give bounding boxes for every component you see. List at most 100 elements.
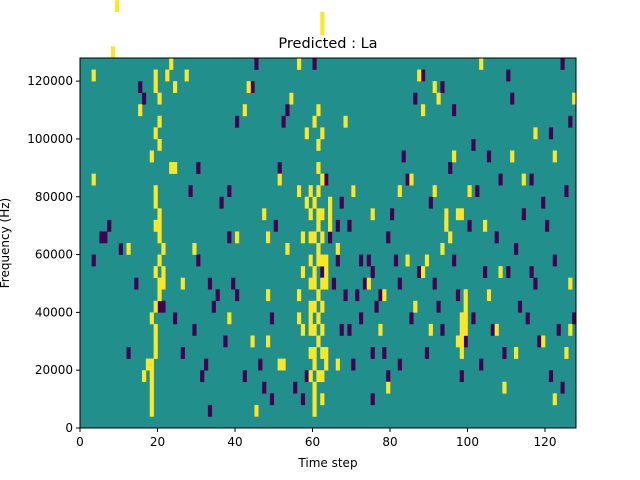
heatmap-cell-low xyxy=(436,300,441,313)
y-axis-label: Frequency (Hz) xyxy=(0,198,12,289)
heatmap-cell-high xyxy=(405,254,410,267)
heatmap-cell-low xyxy=(564,185,569,198)
heatmap-cell-high xyxy=(386,381,391,394)
heatmap-cell-high xyxy=(397,185,402,198)
heatmap-cell-high xyxy=(455,335,461,348)
heatmap-cell-high xyxy=(335,358,340,371)
heatmap-cell-high xyxy=(452,150,457,163)
heatmap-cell-high xyxy=(242,104,247,117)
heatmap-cell-high xyxy=(343,115,348,128)
plot-area xyxy=(79,0,577,429)
heatmap-cell-low xyxy=(393,254,399,267)
heatmap-cell-high xyxy=(486,289,492,302)
heatmap-cell-high xyxy=(316,312,321,325)
heatmap-cell-low xyxy=(277,162,282,174)
heatmap-cell-high xyxy=(455,208,461,221)
heatmap-cell-low xyxy=(335,254,340,267)
heatmap-cell-high xyxy=(312,266,317,278)
heatmap-cell-high xyxy=(448,231,453,244)
heatmap-cell-low xyxy=(533,277,538,290)
heatmap-cell-low xyxy=(320,266,325,278)
heatmap-cell-low xyxy=(409,312,414,325)
heatmap-cell-low xyxy=(328,231,333,244)
heatmap-cell-high xyxy=(479,58,484,70)
heatmap-cell-high xyxy=(153,300,158,313)
heatmap-cell-high xyxy=(382,289,387,302)
heatmap-cell-low xyxy=(366,254,371,267)
heatmap-cell-high xyxy=(149,312,154,325)
heatmap-cell-low xyxy=(235,289,240,302)
heatmap-cell-high xyxy=(324,347,329,359)
heatmap-cell-low xyxy=(362,277,368,290)
heatmap-cell-high xyxy=(153,347,158,359)
heatmap-cell-high xyxy=(316,162,321,174)
heatmap-cell-high xyxy=(320,173,325,186)
heatmap-cell-high xyxy=(320,127,325,140)
heatmap-cell-high xyxy=(541,335,546,348)
heatmap-cell-high xyxy=(316,370,321,383)
heatmap-cell-high xyxy=(153,81,158,93)
heatmap-cell-low xyxy=(157,300,162,313)
heatmap-cell-high xyxy=(444,219,449,232)
heatmap-cell-high xyxy=(316,335,321,348)
heatmap-cell-high xyxy=(165,69,170,82)
heatmap-cell-high xyxy=(157,277,162,290)
x-tick-label: 100 xyxy=(456,435,479,449)
heatmap-cell-high xyxy=(281,358,286,371)
y-tick-label: 100000 xyxy=(27,132,73,146)
heatmap-cell-high xyxy=(552,393,557,406)
heatmap-cell-high xyxy=(266,335,271,348)
heatmap-cell-low xyxy=(483,266,488,278)
x-tick-label: 20 xyxy=(150,435,165,449)
heatmap-cell-high xyxy=(436,92,441,105)
heatmap-cell-high xyxy=(308,254,313,267)
heatmap-cell-high xyxy=(157,92,162,105)
heatmap-cell-high xyxy=(157,208,162,221)
heatmap-cell-high xyxy=(262,208,267,221)
heatmap-cell-high xyxy=(316,289,321,302)
heatmap-cell-low xyxy=(452,104,457,117)
heatmap-cell-high xyxy=(304,196,309,209)
y-tick-label: 0 xyxy=(65,421,73,435)
x-axis-ticks: 0 20 40 60 80 100 120 xyxy=(76,428,556,449)
heatmap-cell-low xyxy=(486,150,492,163)
heatmap-cell-low xyxy=(192,323,197,336)
heatmap-cell-high xyxy=(149,370,154,383)
x-tick-label: 80 xyxy=(382,435,397,449)
heatmap-cell-high xyxy=(572,92,577,105)
heatmap-cell-high xyxy=(153,266,158,278)
heatmap-cell-low xyxy=(568,115,573,128)
heatmap-cell-low xyxy=(204,358,209,371)
heatmap-cell-high xyxy=(312,393,317,406)
heatmap-cell-low xyxy=(421,69,426,82)
heatmap-cell-low xyxy=(91,254,96,267)
heatmap-cell-high xyxy=(308,300,313,313)
heatmap-cell-high xyxy=(312,300,317,313)
heatmap-cell-high xyxy=(328,208,333,221)
y-tick-label: 20000 xyxy=(35,363,73,377)
heatmap-cell-low xyxy=(471,138,476,151)
heatmap-cell-low xyxy=(521,208,526,221)
heatmap-cell-high xyxy=(351,185,356,198)
heatmap-cell-low xyxy=(324,173,329,186)
heatmap-cell-high xyxy=(300,323,306,336)
heatmap-cell-low xyxy=(173,312,178,325)
heatmap-cell-high xyxy=(312,323,317,336)
heatmap-cell-high xyxy=(300,266,306,278)
heatmap-cell-low xyxy=(188,185,193,198)
heatmap-cell-low xyxy=(281,115,286,128)
heatmap-cell-low xyxy=(351,358,356,371)
heatmap-cell-low xyxy=(99,231,104,244)
heatmap-cell-high xyxy=(308,185,313,198)
heatmap-cell-high xyxy=(432,185,437,198)
heatmap-cell-low xyxy=(339,323,344,336)
heatmap-cell-high xyxy=(308,277,313,290)
y-tick-label: 60000 xyxy=(35,248,73,262)
heatmap-cell-low xyxy=(304,370,309,383)
heatmap-cell-low xyxy=(479,358,484,371)
heatmap-cell-high xyxy=(304,127,309,140)
heatmap-cell-high xyxy=(316,185,321,198)
heatmap-cell-high xyxy=(173,81,178,93)
heatmap-cell-low xyxy=(498,173,503,186)
heatmap-cell-low xyxy=(452,254,457,267)
